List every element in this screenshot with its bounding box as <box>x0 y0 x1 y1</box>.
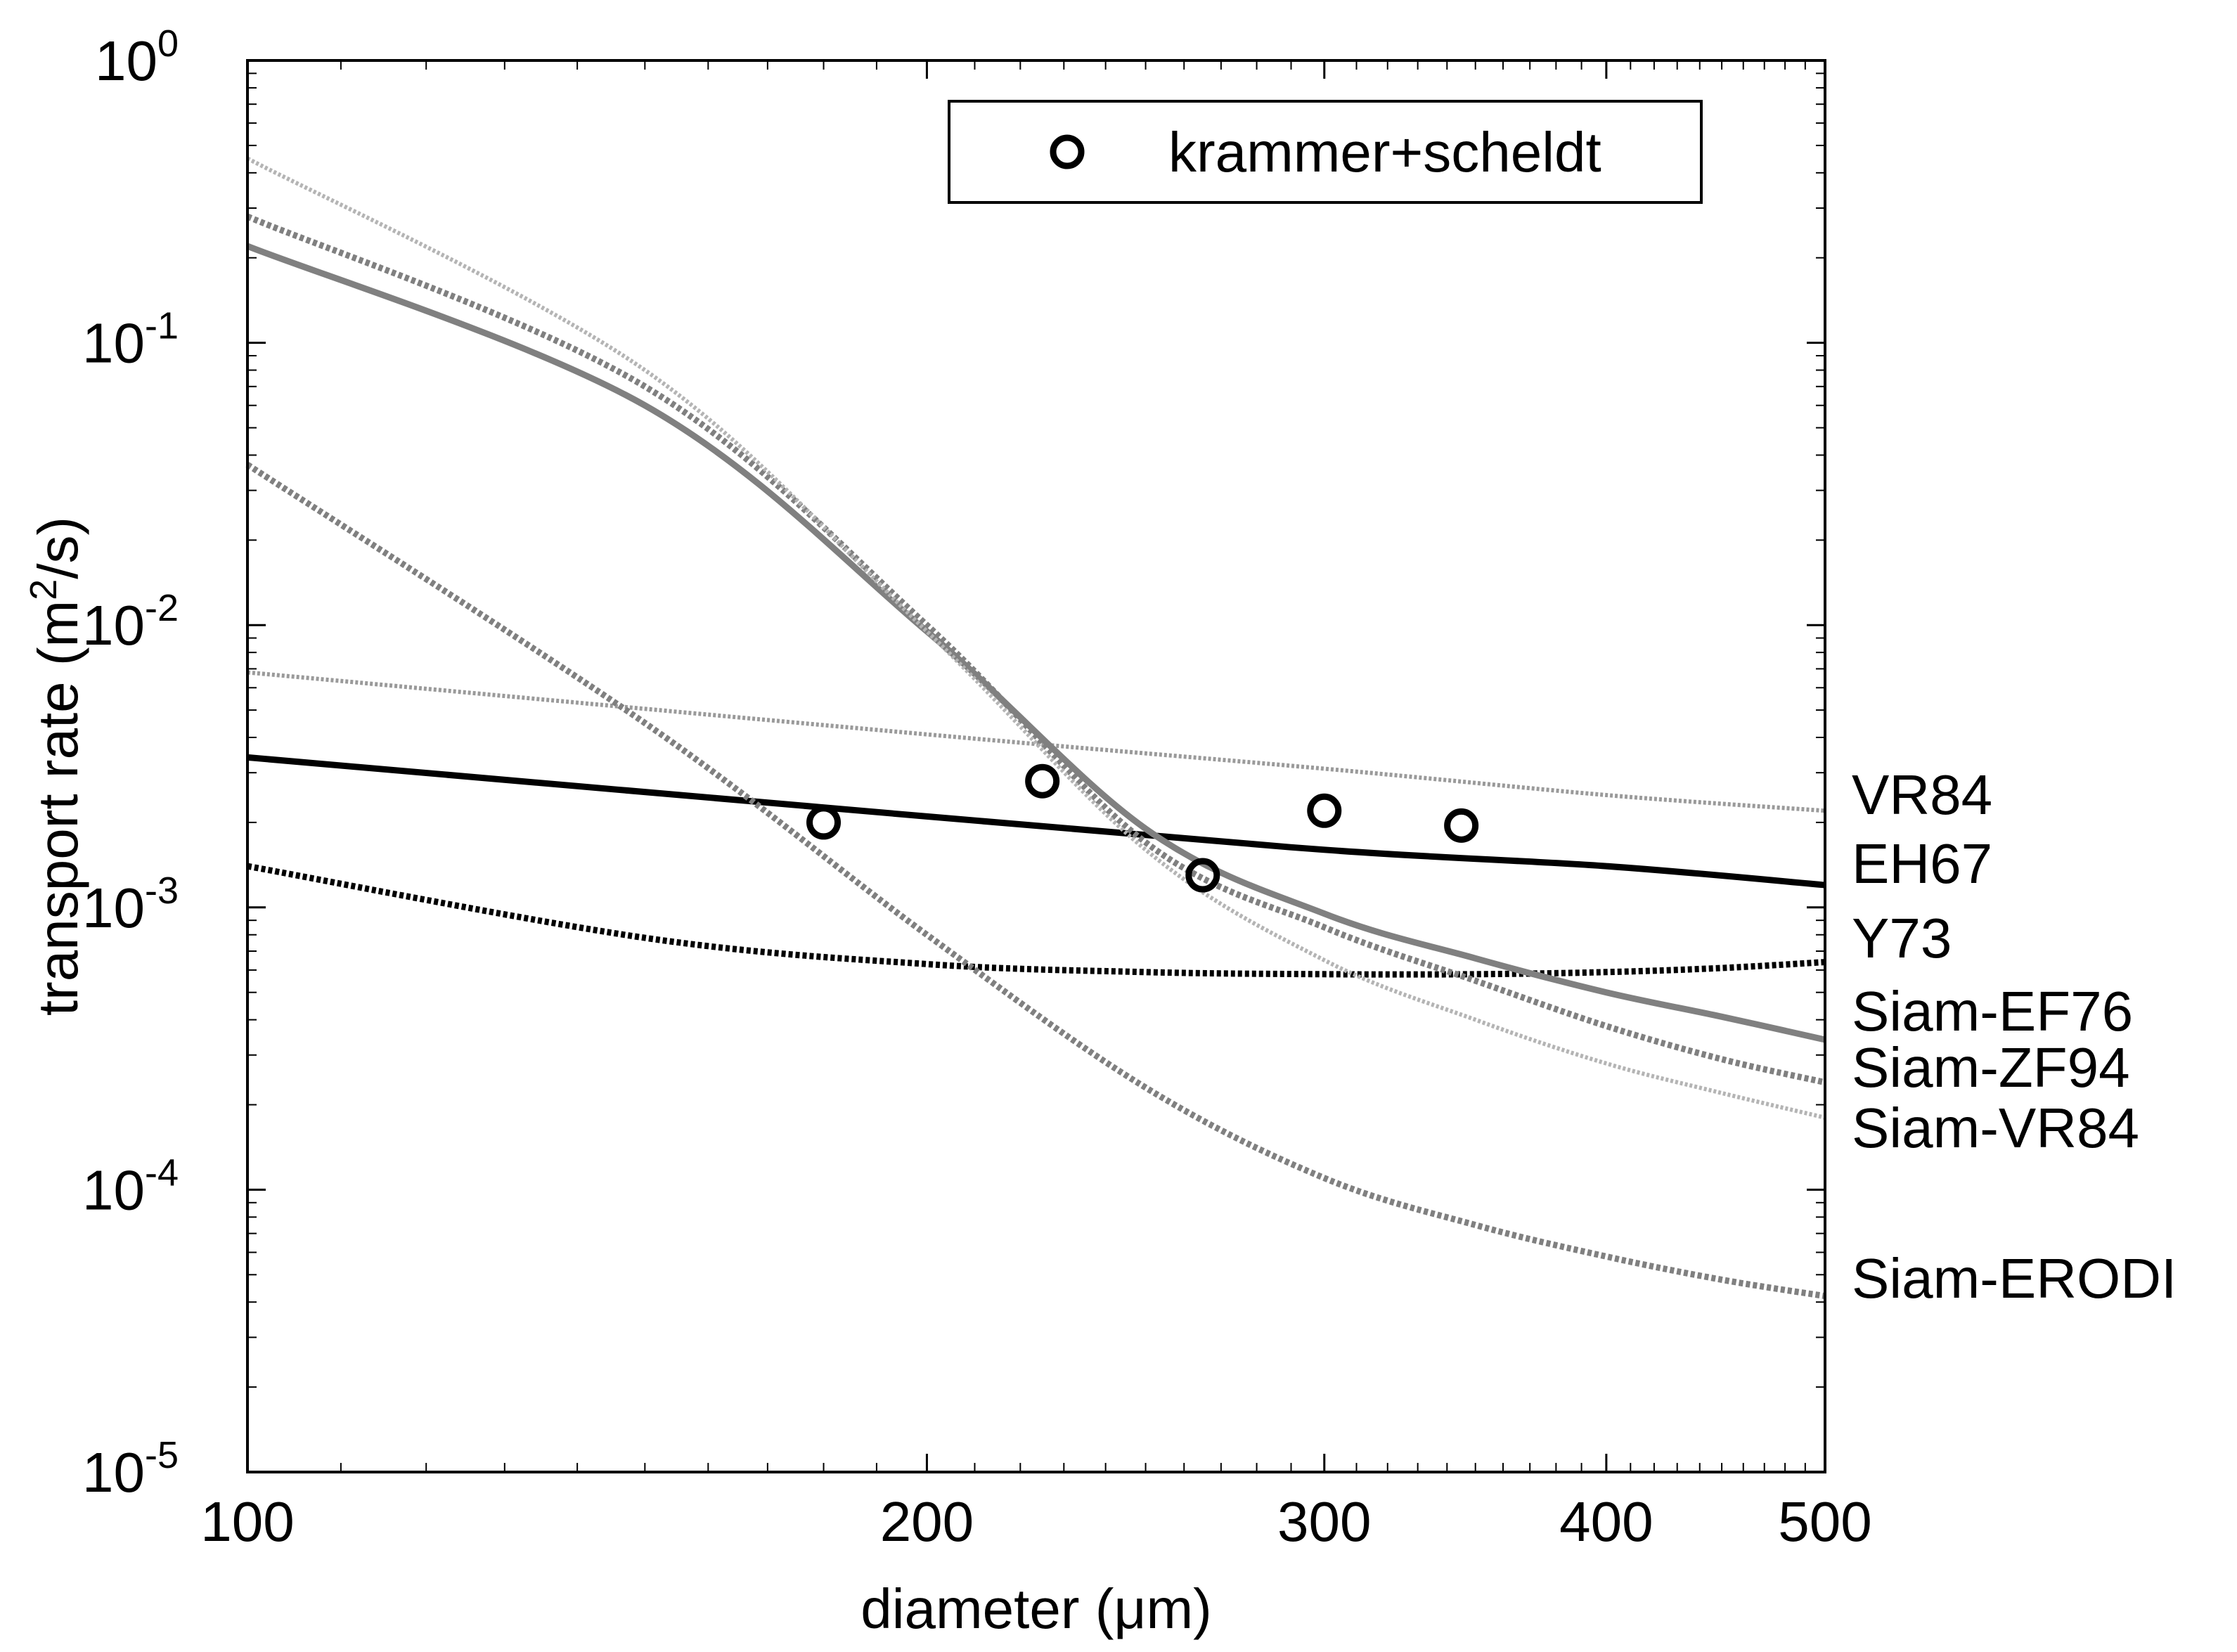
series-label-vr84: VR84 <box>1852 763 1992 826</box>
data-point-krammer-scheldt <box>1307 793 1342 828</box>
x-tick-label: 500 <box>1778 1490 1871 1553</box>
series-line-y73 <box>247 863 1826 978</box>
series-line-eh67 <box>247 754 1826 889</box>
series-label-siam-erodi: Siam-ERODI <box>1852 1247 2177 1310</box>
y-tick-exp: -2 <box>145 587 179 629</box>
series-line-siam-vr84 <box>246 156 1826 1120</box>
legend: krammer+scheldt <box>948 100 1703 204</box>
y-tick-base: 10 <box>82 594 145 657</box>
series-line-vr84 <box>247 670 1826 813</box>
x-tick-label: 100 <box>200 1490 294 1553</box>
legend-entry-label: krammer+scheldt <box>1168 121 1601 183</box>
y-tick-exp: -3 <box>145 870 179 912</box>
y-tick-label: 10-1 <box>82 305 179 375</box>
y-tick-base: 10 <box>82 1441 145 1504</box>
legend-box <box>948 100 1703 204</box>
y-tick-exp: -1 <box>145 305 179 347</box>
x-tick-label: 400 <box>1559 1490 1653 1553</box>
y-tick-label: 10-4 <box>82 1151 179 1221</box>
series-label-siam-zf94: Siam-ZF94 <box>1852 1036 2130 1099</box>
y-tick-base: 10 <box>82 877 145 939</box>
x-tick-label: 200 <box>880 1490 974 1553</box>
y-tick-base: 10 <box>82 1159 145 1221</box>
y-tick-exp: -4 <box>145 1151 179 1194</box>
x-tick-label: 300 <box>1277 1490 1371 1553</box>
y-tick-label: 10-2 <box>82 587 179 657</box>
data-point-krammer-scheldt <box>806 805 842 840</box>
y-axis-title-tail: /s) <box>27 517 89 579</box>
series-line-siam-ef76 <box>246 243 1826 1043</box>
y-tick-exp: 0 <box>157 22 179 65</box>
series-label-siam-vr84: Siam-VR84 <box>1852 1097 2139 1159</box>
y-axis-title-main: transport rate (m <box>27 600 89 1016</box>
x-axis-title: diameter (μm) <box>860 1577 1212 1640</box>
series-line-siam-erodi <box>245 462 1826 1300</box>
data-point-krammer-scheldt <box>1444 808 1479 843</box>
y-tick-label: 100 <box>95 22 179 92</box>
y-tick-exp: -5 <box>145 1434 179 1476</box>
series-label-eh67: EH67 <box>1852 832 1992 895</box>
series-label-siam-ef76: Siam-EF76 <box>1852 980 2133 1043</box>
y-tick-base: 10 <box>95 30 157 92</box>
series-label-y73: Y73 <box>1852 907 1952 969</box>
series-line-siam-zf94 <box>246 213 1826 1086</box>
series-lines <box>245 156 1826 1300</box>
data-markers <box>806 763 1479 893</box>
y-tick-label: 10-3 <box>82 870 179 939</box>
legend-marker <box>1050 134 1085 169</box>
data-point-krammer-scheldt <box>1185 858 1220 893</box>
y-axis-title: transport rate (m2/s) <box>22 517 89 1016</box>
y-tick-label: 10-5 <box>82 1434 179 1504</box>
y-axis-title-sup: 2 <box>22 579 65 600</box>
data-point-krammer-scheldt <box>1025 763 1060 799</box>
y-tick-base: 10 <box>82 312 145 375</box>
plot-frame <box>246 59 1826 1473</box>
